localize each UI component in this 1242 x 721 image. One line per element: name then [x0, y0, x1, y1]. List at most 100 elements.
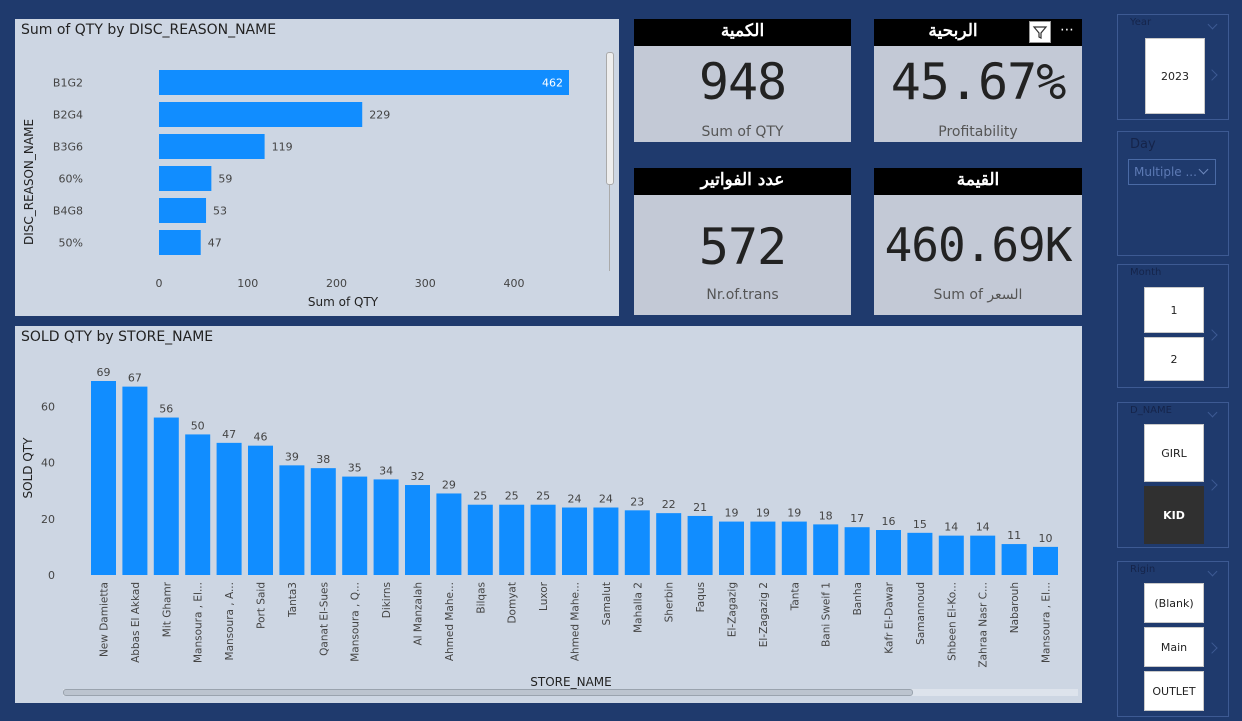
bar [1033, 546, 1058, 575]
store-bar-chart: SOLD QTY STORE_NAME 0 20 40 60 69 New Damiett… [21, 366, 1058, 689]
data-label: 59 [218, 173, 232, 186]
kpi-trans-label: Nr.of.trans [706, 287, 779, 303]
bar [624, 510, 650, 575]
bar [159, 166, 212, 191]
data-label: 19 [756, 507, 770, 520]
bar [907, 532, 933, 575]
x-tick-label: Nabarouh [1009, 582, 1021, 633]
data-label: 18 [819, 509, 833, 522]
more-options-icon[interactable]: ⋯ [1054, 21, 1080, 43]
x-tick-label: Samannoud [915, 582, 927, 645]
region-option-main[interactable]: Main [1144, 627, 1204, 667]
data-label: 119 [272, 141, 293, 154]
bar [159, 198, 207, 223]
chevron-down-icon[interactable] [1207, 566, 1218, 577]
bar [405, 485, 430, 575]
data-label: 38 [316, 453, 330, 466]
x-tick-label: 300 [415, 277, 436, 290]
kpi-amount-header: القيمة [874, 168, 1082, 195]
chevron-down-icon[interactable] [1207, 407, 1218, 418]
store-chart-panel: SOLD QTY by STORE_NAME SOLD QTY STORE_NA… [15, 326, 1082, 703]
day-slicer: Day Multiple ... [1117, 131, 1229, 256]
chevron-right-icon[interactable] [1206, 329, 1218, 341]
data-label: 14 [944, 521, 958, 534]
filter-icon[interactable] [1029, 21, 1051, 43]
store-chart-x-axis-label: STORE_NAME [530, 675, 611, 689]
region-option-blank[interactable]: (Blank) [1144, 583, 1204, 623]
x-tick-label: Ahmed Mahe... [444, 582, 456, 661]
bar [373, 479, 399, 575]
data-label: 34 [379, 464, 393, 477]
bar [159, 230, 201, 255]
bar [153, 417, 179, 575]
day-dropdown-value: Multiple ... [1134, 165, 1197, 179]
x-tick-label: Al Manzalah [413, 582, 425, 646]
data-label: 21 [693, 501, 707, 514]
data-label: 67 [128, 372, 142, 385]
bar [159, 102, 363, 127]
category-label: B2G4 [53, 109, 83, 122]
x-tick-label: Mansoura , El... [193, 582, 205, 663]
bar [970, 535, 996, 575]
kpi-qty-value: 948 [698, 53, 787, 111]
bar [436, 493, 462, 575]
day-dropdown[interactable]: Multiple ... [1128, 159, 1216, 185]
x-tick-label: Banha [852, 582, 864, 615]
month-slicer-title: Month [1130, 267, 1162, 278]
y-tick-label: 0 [48, 569, 55, 582]
bar [1001, 544, 1027, 575]
chevron-right-icon[interactable] [1206, 69, 1218, 81]
bar [185, 434, 211, 575]
x-tick-label: Mit Ghamr [161, 581, 173, 637]
data-label: 25 [536, 490, 550, 503]
year-option[interactable]: 2023 [1145, 38, 1205, 114]
data-label: 50 [191, 419, 205, 432]
category-label: B4G8 [53, 205, 83, 218]
month-option-2[interactable]: 2 [1144, 337, 1204, 381]
data-label: 19 [725, 507, 739, 520]
data-label: 23 [630, 495, 644, 508]
bar [562, 507, 587, 575]
x-tick-label: 200 [326, 277, 347, 290]
x-tick-label: Qanat El-Sues [318, 582, 330, 656]
d-name-option-kid[interactable]: KID [1144, 486, 1204, 544]
store-chart-scrollbar[interactable] [63, 689, 913, 696]
x-tick-label: Dikirns [381, 582, 393, 618]
chevron-right-icon[interactable] [1206, 479, 1218, 491]
x-tick-label: 400 [503, 277, 524, 290]
month-slicer: Month 1 2 [1117, 264, 1229, 388]
kpi-card-qty: الكمية 948 Sum of QTY [634, 19, 851, 142]
kpi-card-profitability: الربحية ⋯ 45.67% Profitability [874, 19, 1082, 142]
x-tick-label: Tanta3 [287, 582, 299, 618]
day-slicer-title: Day [1130, 137, 1156, 152]
chevron-right-icon[interactable] [1206, 642, 1218, 654]
x-tick-label: Faqus [695, 582, 707, 612]
x-tick-label: Shbeen El-Ko... [946, 582, 958, 661]
year-slicer-title: Year [1130, 17, 1152, 28]
disc-reason-chart-panel: Sum of QTY by DISC_REASON_NAME DISC_REAS… [15, 19, 619, 316]
bar [687, 515, 713, 575]
bar [310, 468, 336, 575]
category-label: B1G2 [53, 77, 83, 90]
x-tick-label: Mansoura , A... [224, 582, 236, 660]
x-tick-label: Abbas El Akkad [130, 582, 142, 663]
data-label: 25 [505, 490, 519, 503]
region-slicer: Rigin (Blank) Main OUTLET [1117, 561, 1229, 717]
disc-chart-y-axis-label: DISC_REASON_NAME [22, 119, 36, 245]
category-label: 50% [59, 237, 83, 250]
bar [781, 521, 807, 575]
region-option-outlet[interactable]: OUTLET [1144, 671, 1204, 711]
data-label: 22 [662, 498, 676, 511]
x-tick-label: Sherbin [664, 582, 676, 622]
chevron-down-icon[interactable] [1207, 19, 1218, 30]
data-label: 10 [1039, 532, 1053, 545]
d-name-slicer-title: D_NAME [1130, 405, 1172, 416]
region-slicer-title: Rigin [1130, 564, 1156, 575]
disc-chart-scrollbar[interactable] [606, 52, 614, 185]
x-tick-label: Mansoura , El... [1041, 582, 1053, 663]
month-option-1[interactable]: 1 [1144, 287, 1204, 333]
data-label: 56 [159, 403, 173, 416]
d-name-option-girl[interactable]: GIRL [1144, 424, 1204, 482]
data-label: 462 [542, 77, 563, 90]
bar [342, 476, 368, 575]
